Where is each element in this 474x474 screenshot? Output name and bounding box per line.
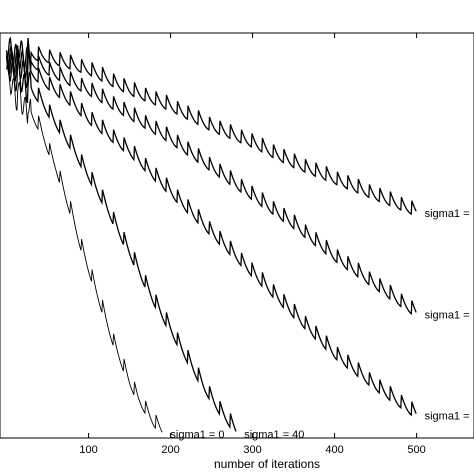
series-line-1 bbox=[5, 51, 237, 432]
series-annotation-4: sigma1 = bbox=[425, 208, 470, 220]
tick-layer: 100 200 300 400 500 bbox=[79, 33, 426, 456]
series-line-2 bbox=[5, 46, 417, 417]
series-annotation-3: sigma1 = bbox=[425, 309, 470, 321]
x-tick-label-1: 200 bbox=[161, 444, 179, 456]
x-tick-label-4: 500 bbox=[407, 444, 425, 456]
x-axis-label: number of iterations bbox=[214, 457, 320, 471]
series-line-4 bbox=[5, 36, 417, 216]
x-tick-label-0: 100 bbox=[79, 444, 97, 456]
x-tick-label-2: 300 bbox=[243, 444, 261, 456]
series-annotation-2: sigma1 = bbox=[425, 411, 470, 423]
series-annotation-0: sigma1 = 0 bbox=[170, 429, 224, 441]
x-tick-label-3: 400 bbox=[325, 444, 343, 456]
series-line-3 bbox=[5, 41, 417, 316]
annotation-layer: sigma1 = 0 sigma1 = 40 sigma1 = sigma1 = sig… bbox=[170, 208, 469, 441]
series-line-0 bbox=[6, 61, 163, 433]
plot-frame bbox=[0, 32, 474, 439]
series-layer bbox=[5, 36, 417, 433]
series-annotation-1: sigma1 = 40 bbox=[244, 429, 304, 441]
